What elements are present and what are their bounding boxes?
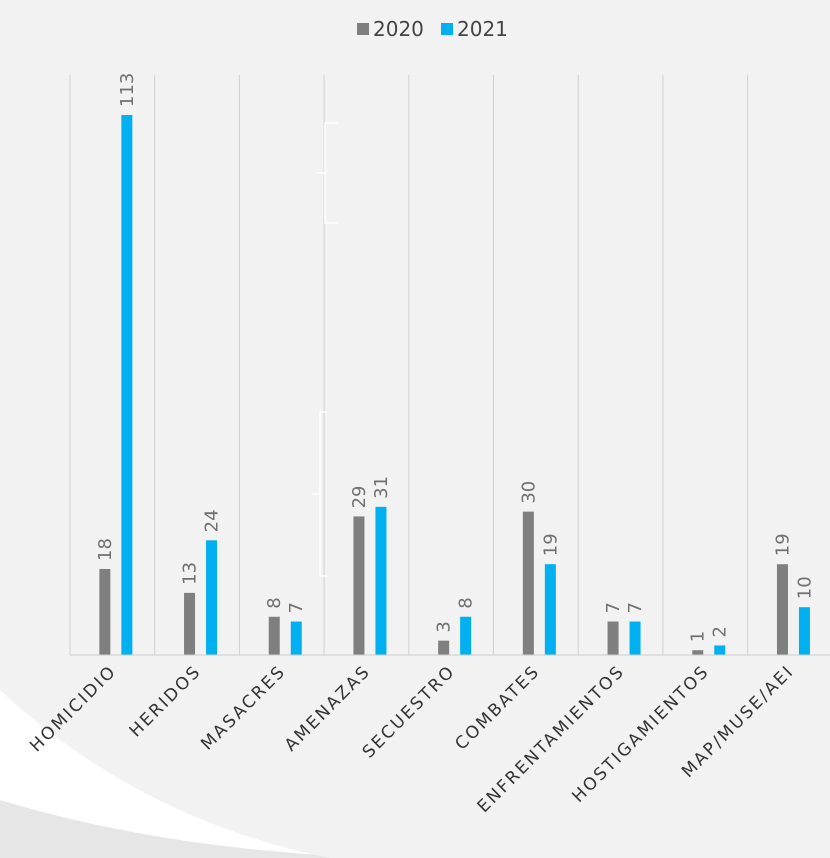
bar-homicidio-2020: [99, 568, 111, 655]
bar-combates-2020: [522, 511, 534, 655]
bar-hostigamientos-2021: [714, 645, 726, 655]
value-label-enfrentamientos-2020: 7: [603, 602, 624, 613]
value-label-map-muse-aei-2021: 10: [794, 576, 815, 599]
bar-map-muse-aei-2021: [798, 607, 810, 655]
value-label-heridos-2021: 24: [202, 509, 223, 532]
value-label-amenazas-2021: 31: [371, 476, 392, 499]
bar-homicidio-2021: [121, 115, 133, 655]
background-curve: [0, 800, 560, 858]
bar-masacres-2020: [268, 616, 280, 655]
bar-secuestro-2020: [438, 640, 450, 655]
bar-hostigamientos-2020: [692, 650, 704, 655]
value-label-hostigamientos-2021: 2: [710, 626, 731, 637]
value-label-amenazas-2020: 29: [349, 486, 370, 509]
bar-heridos-2020: [184, 592, 196, 655]
bar-combates-2021: [544, 564, 556, 655]
legend-swatch-2021: [441, 23, 453, 35]
bracket-decoration-upper: [316, 122, 338, 224]
value-label-map-muse-aei-2020: 19: [772, 533, 793, 556]
bar-heridos-2021: [206, 540, 218, 655]
legend: 2020 2021: [357, 17, 508, 41]
value-label-masacres-2020: 8: [264, 597, 285, 608]
legend-label-2020: 2020: [373, 17, 424, 41]
bar-enfrentamientos-2020: [607, 621, 619, 655]
legend-swatch-2020: [357, 23, 369, 35]
legend-label-2021: 2021: [457, 17, 508, 41]
bars: [99, 115, 810, 655]
value-label-hostigamientos-2020: 1: [688, 631, 709, 642]
value-label-combates-2020: 30: [518, 481, 539, 504]
gridlines: [69, 75, 749, 655]
bar-secuestro-2021: [460, 616, 472, 655]
bar-enfrentamientos-2021: [629, 621, 641, 655]
value-label-homicidio-2020: 18: [95, 538, 116, 561]
bar-masacres-2021: [290, 621, 302, 655]
value-label-secuestro-2020: 3: [434, 621, 455, 632]
value-label-homicidio-2021: 113: [117, 73, 138, 107]
value-label-enfrentamientos-2021: 7: [625, 602, 646, 613]
value-label-secuestro-2021: 8: [456, 597, 477, 608]
bar-amenazas-2021: [375, 506, 387, 655]
bar-map-muse-aei-2020: [776, 564, 788, 655]
bar-amenazas-2020: [353, 516, 365, 655]
value-label-heridos-2020: 13: [180, 562, 201, 585]
bracket-decoration-lower: [312, 411, 327, 577]
value-label-combates-2021: 19: [540, 533, 561, 556]
value-label-masacres-2021: 7: [286, 602, 307, 613]
